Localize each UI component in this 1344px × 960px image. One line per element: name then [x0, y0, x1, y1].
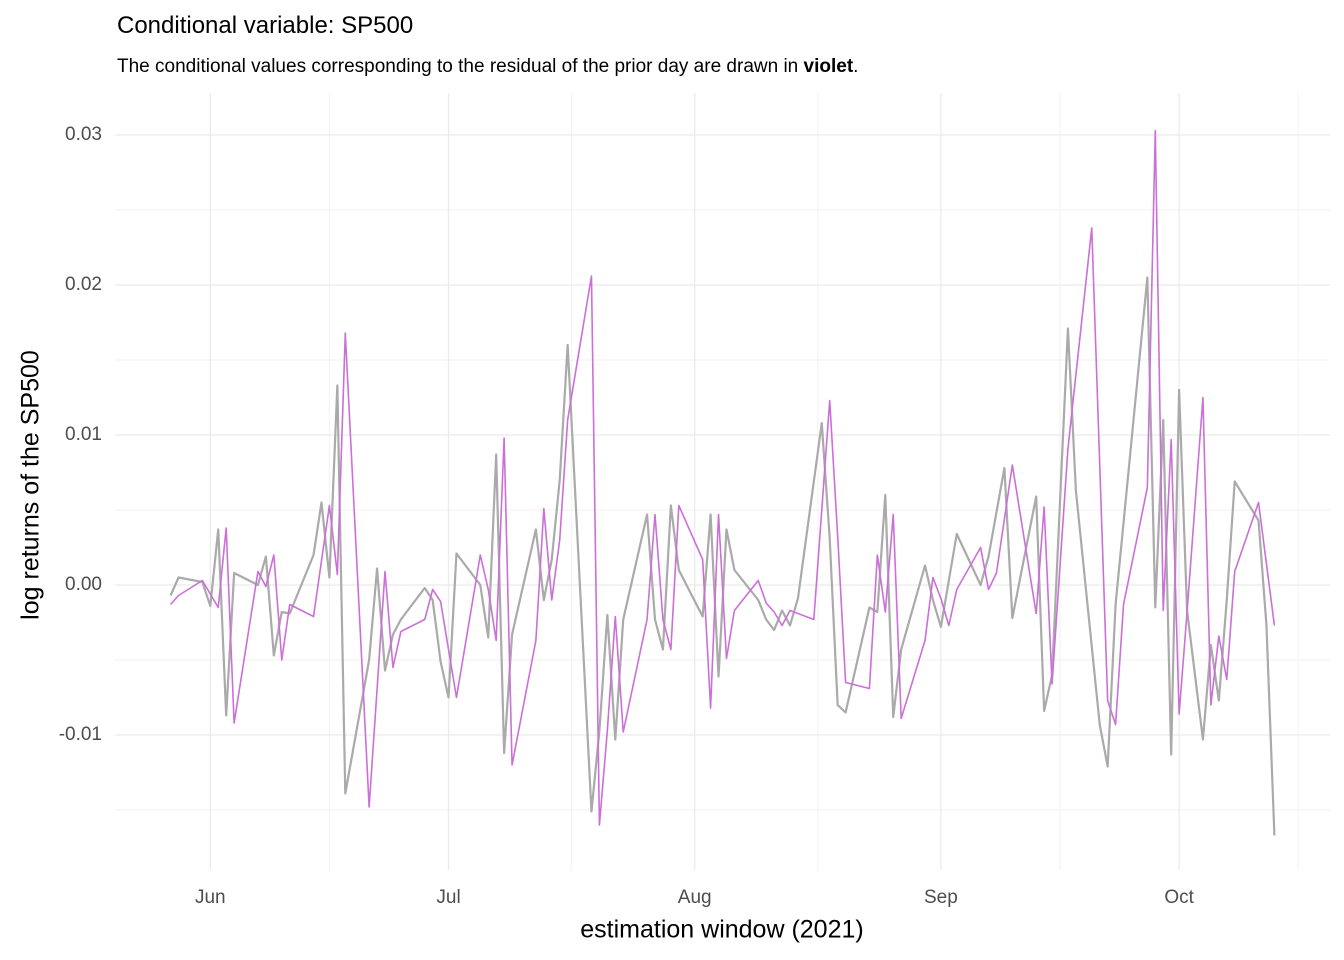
y-tick-label: 0.00 — [65, 574, 102, 595]
x-tick-label: Sep — [924, 887, 958, 908]
chart-title: Conditional variable: SP500 — [117, 12, 414, 39]
x-axis-title: estimation window (2021) — [580, 916, 863, 944]
subtitle-text: The conditional values corresponding to … — [117, 56, 804, 77]
x-tick-label: Aug — [678, 887, 712, 908]
chart-subtitle: The conditional values corresponding to … — [117, 56, 858, 78]
x-tick-label: Jul — [436, 887, 460, 908]
plot-layer: -0.01 0.00 0.01 0.02 0.03 Jun Jul Aug Sep Oct — [59, 93, 1330, 908]
series-line — [169, 276, 1276, 836]
subtitle-highlight: violet — [803, 56, 854, 77]
y-tick-label: 0.03 — [65, 124, 102, 145]
y-tick-label: 0.02 — [65, 274, 102, 295]
series-line — [169, 129, 1276, 826]
y-tick-label: -0.01 — [59, 724, 102, 745]
subtitle-text: . — [853, 56, 859, 77]
x-tick-label: Jun — [195, 887, 226, 908]
y-tick-label: 0.01 — [65, 424, 102, 445]
y-axis-title: log returns of the SP500 — [17, 350, 45, 620]
x-tick-label: Oct — [1164, 887, 1194, 908]
